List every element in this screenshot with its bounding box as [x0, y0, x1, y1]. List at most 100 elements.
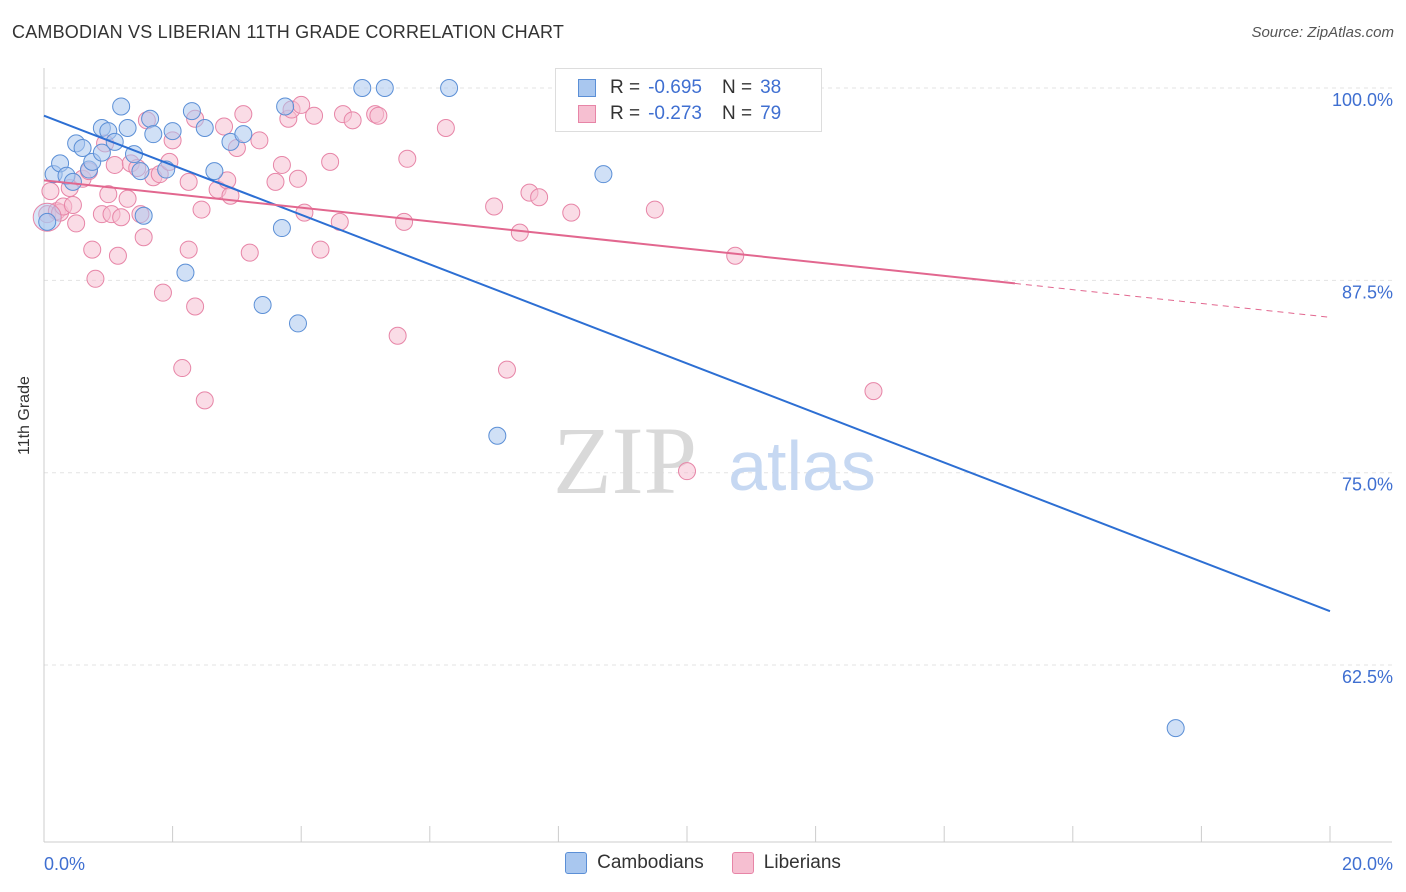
stats-box: R = -0.695 N = 38 R = -0.273 N = 79: [555, 68, 822, 132]
trendline-liberians: [43, 179, 1016, 285]
cambodians-swatch: [578, 79, 596, 97]
trendline-liberians: [1014, 282, 1331, 318]
point-liberian: [179, 240, 198, 259]
point-cambodian: [1166, 719, 1185, 738]
point-liberian: [134, 228, 153, 247]
legend-label-liberians: Liberians: [763, 852, 841, 873]
axes: [43, 68, 1392, 843]
y-tick-label: 75.0%: [1342, 475, 1393, 495]
point-liberian: [86, 269, 105, 288]
point-liberian: [173, 359, 192, 378]
point-cambodian: [272, 219, 291, 238]
legend-item-liberians[interactable]: Liberians: [731, 852, 841, 874]
n-label: N =: [721, 77, 753, 98]
point-liberian: [388, 326, 407, 345]
point-liberian: [497, 360, 516, 379]
point-liberian: [678, 462, 696, 481]
point-liberian: [562, 203, 581, 222]
point-cambodian: [253, 295, 272, 314]
x-tick-label: 20.0%: [1342, 854, 1393, 874]
point-cambodian: [353, 79, 372, 98]
stats-row-cambodians: R = -0.695 N = 38: [578, 76, 781, 100]
series-liberians: [32, 95, 883, 481]
point-liberian: [108, 246, 127, 265]
point-liberian: [234, 105, 253, 124]
point-liberian: [250, 131, 269, 150]
chart-title: CAMBODIAN VS LIBERIAN 11TH GRADE CORRELA…: [12, 22, 565, 42]
legend-swatch-liberians: [731, 852, 754, 874]
point-cambodian: [134, 206, 153, 225]
point-liberian: [186, 297, 205, 316]
watermark: ZIP atlas: [553, 407, 876, 514]
point-liberian: [192, 200, 211, 219]
point-liberian: [436, 119, 455, 138]
point-liberian: [510, 223, 529, 242]
point-liberian: [321, 152, 340, 171]
liberians-swatch: [578, 105, 596, 123]
point-cambodian: [182, 102, 201, 121]
legend-label-cambodians: Cambodians: [597, 852, 704, 873]
point-cambodian: [163, 122, 182, 141]
point-cambodian: [276, 97, 295, 116]
point-cambodian: [205, 162, 224, 181]
point-cambodian: [176, 263, 195, 282]
point-liberian: [311, 240, 330, 259]
point-liberian: [67, 214, 86, 233]
point-liberian: [83, 240, 102, 259]
tick-labels: 100.0% 87.5% 75.0% 62.5% 0.0% 20.0%: [44, 90, 1393, 874]
point-liberian: [195, 391, 214, 410]
point-liberian: [485, 197, 504, 216]
n-label: N =: [721, 103, 753, 124]
point-liberian: [179, 172, 198, 191]
y-tick-label: 62.5%: [1342, 667, 1393, 687]
point-cambodian: [141, 109, 160, 128]
r-value-cambodians: -0.695: [648, 77, 702, 98]
point-liberian: [305, 106, 324, 125]
point-liberian: [266, 172, 285, 191]
point-cambodian: [234, 125, 253, 144]
point-liberian: [530, 188, 549, 207]
point-liberian: [272, 155, 291, 174]
legend-item-cambodians[interactable]: Cambodians: [565, 852, 704, 874]
r-value-liberians: -0.273: [648, 103, 702, 124]
point-cambodian: [118, 119, 137, 138]
point-cambodian: [38, 212, 57, 231]
point-liberian: [63, 195, 82, 214]
y-axis-label: 11th Grade: [16, 376, 33, 455]
r-label: R =: [610, 103, 641, 124]
y-tick-label: 87.5%: [1342, 282, 1393, 302]
point-cambodian: [131, 162, 150, 181]
point-liberian: [118, 189, 137, 208]
point-liberian: [395, 212, 414, 231]
point-liberian: [105, 155, 124, 174]
watermark-zip: ZIP: [553, 407, 697, 514]
point-cambodian: [375, 79, 394, 98]
point-liberian: [726, 246, 745, 265]
point-liberian: [398, 149, 417, 168]
y-tick-label: 100.0%: [1332, 90, 1393, 110]
point-cambodian: [594, 165, 613, 184]
n-value-cambodians: 38: [760, 77, 782, 98]
watermark-atlas: atlas: [728, 427, 876, 505]
point-liberian: [288, 169, 307, 188]
trendline-cambodians: [43, 114, 1331, 613]
n-value-liberians: 79: [760, 103, 782, 124]
series-cambodians: [38, 79, 1185, 738]
point-cambodian: [488, 426, 507, 445]
gridlines: [44, 87, 1392, 666]
source-label: Source: ZipAtlas.com: [1251, 24, 1394, 41]
point-cambodian: [112, 97, 131, 116]
point-liberian: [864, 382, 883, 401]
point-liberian: [112, 208, 131, 227]
point-cambodian: [195, 119, 214, 138]
point-cambodian: [105, 132, 124, 151]
point-liberian: [215, 117, 234, 136]
stats-row-liberians: R = -0.273 N = 79: [578, 102, 781, 126]
point-liberian: [343, 111, 362, 130]
point-cambodian: [92, 143, 111, 162]
r-label: R =: [610, 77, 641, 98]
point-liberian: [369, 106, 388, 125]
point-liberian: [99, 185, 118, 204]
point-liberian: [41, 182, 60, 201]
point-cambodian: [144, 125, 163, 144]
